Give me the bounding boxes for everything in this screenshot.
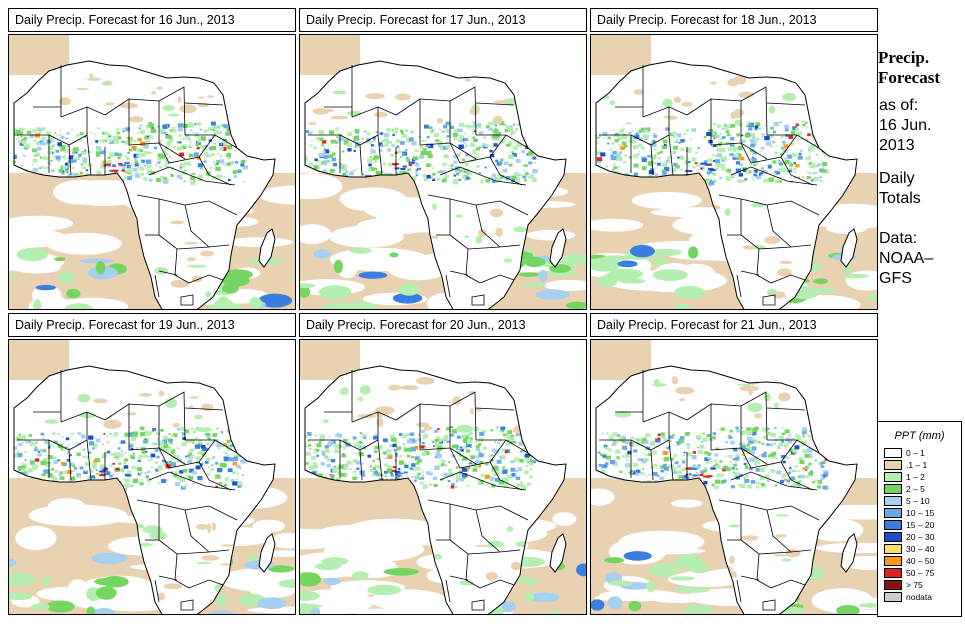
as-of-block: as of: 16 Jun. 2013 <box>879 96 963 156</box>
legend-label: 10 – 15 <box>906 508 935 518</box>
precip-legend: PPT (mm) 0 – 1 .1 – 1 1 – 2 2 – 5 5 – 10… <box>877 421 962 617</box>
coastline <box>595 60 858 309</box>
legend-row: 0 – 1 <box>884 448 958 459</box>
panel-title: Daily Precip. Forecast for 21 Jun., 2013 <box>590 313 878 337</box>
totals-line2: Totals <box>879 190 921 207</box>
forecast-panel-day2: Daily Precip. Forecast for 17 Jun., 2013 <box>299 8 587 310</box>
legend-label: nodata <box>906 592 932 602</box>
data-source-block: Data: NOAA– GFS <box>879 229 963 289</box>
totals-line1: Daily <box>879 170 915 187</box>
panel-title: Daily Precip. Forecast for 18 Jun., 2013 <box>590 8 878 32</box>
precip-map <box>8 339 296 615</box>
forecast-panel-day3: Daily Precip. Forecast for 18 Jun., 2013 <box>590 8 878 310</box>
precip-map <box>299 339 587 615</box>
legend-row: 10 – 15 <box>884 508 958 519</box>
rain-belt <box>305 77 538 297</box>
legend-swatch <box>884 460 902 470</box>
forecast-panel-day4: Daily Precip. Forecast for 19 Jun., 2013 <box>8 313 296 615</box>
coastline <box>304 60 567 309</box>
legend-swatch <box>884 520 902 530</box>
forecast-panel-day5: Daily Precip. Forecast for 20 Jun., 2013 <box>299 313 587 615</box>
legend-row: .1 – 1 <box>884 460 958 471</box>
legend-label: 1 – 2 <box>906 472 925 482</box>
legend-swatch <box>884 556 902 566</box>
panel-title: Daily Precip. Forecast for 17 Jun., 2013 <box>299 8 587 32</box>
panel-title: Daily Precip. Forecast for 16 Jun., 2013 <box>8 8 296 32</box>
legend-swatch <box>884 592 902 602</box>
legend-row: 15 – 20 <box>884 520 958 531</box>
legend-title: PPT (mm) <box>894 430 945 442</box>
legend-label: > 75 <box>906 580 923 590</box>
legend-row: 50 – 75 <box>884 568 958 579</box>
legend-swatch <box>884 544 902 554</box>
legend-row: 40 – 50 <box>884 556 958 567</box>
legend-swatch <box>884 568 902 578</box>
legend-swatch <box>884 448 902 458</box>
legend-label: .1 – 1 <box>906 460 928 470</box>
legend-label: 50 – 75 <box>906 568 935 578</box>
data-source-line1: NOAA– <box>879 250 934 267</box>
forecast-heading-line1: Precip. <box>878 48 930 67</box>
precip-map <box>590 339 878 615</box>
data-source-line2: GFS <box>879 270 912 287</box>
precip-map <box>590 34 878 310</box>
legend-swatch <box>884 580 902 590</box>
legend-row: 1 – 2 <box>884 472 958 483</box>
forecast-heading-line2: Forecast <box>878 68 940 87</box>
legend-row: > 75 <box>884 580 958 591</box>
legend-swatch <box>884 508 902 518</box>
legend-row: 20 – 30 <box>884 532 958 543</box>
coastline <box>13 365 276 614</box>
forecast-panel-day6: Daily Precip. Forecast for 21 Jun., 2013 <box>590 313 878 615</box>
legend-row: nodata <box>884 592 958 603</box>
legend-row: 2 – 5 <box>884 484 958 495</box>
coastline <box>13 60 276 309</box>
forecast-heading: Precip. Forecast <box>878 48 962 88</box>
legend-label: 20 – 30 <box>906 532 935 542</box>
coastline <box>304 365 567 614</box>
as-of-year: 2013 <box>879 137 915 154</box>
data-label: Data: <box>879 230 918 247</box>
legend-swatch <box>884 496 902 506</box>
panel-title: Daily Precip. Forecast for 19 Jun., 2013 <box>8 313 296 337</box>
totals-block: Daily Totals <box>879 169 963 209</box>
panel-title: Daily Precip. Forecast for 20 Jun., 2013 <box>299 313 587 337</box>
precip-map <box>299 34 587 310</box>
legend-swatch <box>884 532 902 542</box>
legend-row: 30 – 40 <box>884 544 958 555</box>
legend-label: 40 – 50 <box>906 556 935 566</box>
as-of-date: 16 Jun. <box>879 117 932 134</box>
legend-label: 30 – 40 <box>906 544 935 554</box>
legend-label: 15 – 20 <box>906 520 935 530</box>
forecast-panel-day1: Daily Precip. Forecast for 16 Jun., 2013 <box>8 8 296 310</box>
legend-swatch <box>884 472 902 482</box>
precip-map <box>8 34 296 310</box>
as-of-label: as of: <box>879 97 919 114</box>
legend-row: 5 – 10 <box>884 496 958 507</box>
legend-label: 5 – 10 <box>906 496 930 506</box>
legend-label: 0 – 1 <box>906 448 925 458</box>
coastline <box>595 365 858 614</box>
legend-swatch <box>884 484 902 494</box>
legend-label: 2 – 5 <box>906 484 925 494</box>
